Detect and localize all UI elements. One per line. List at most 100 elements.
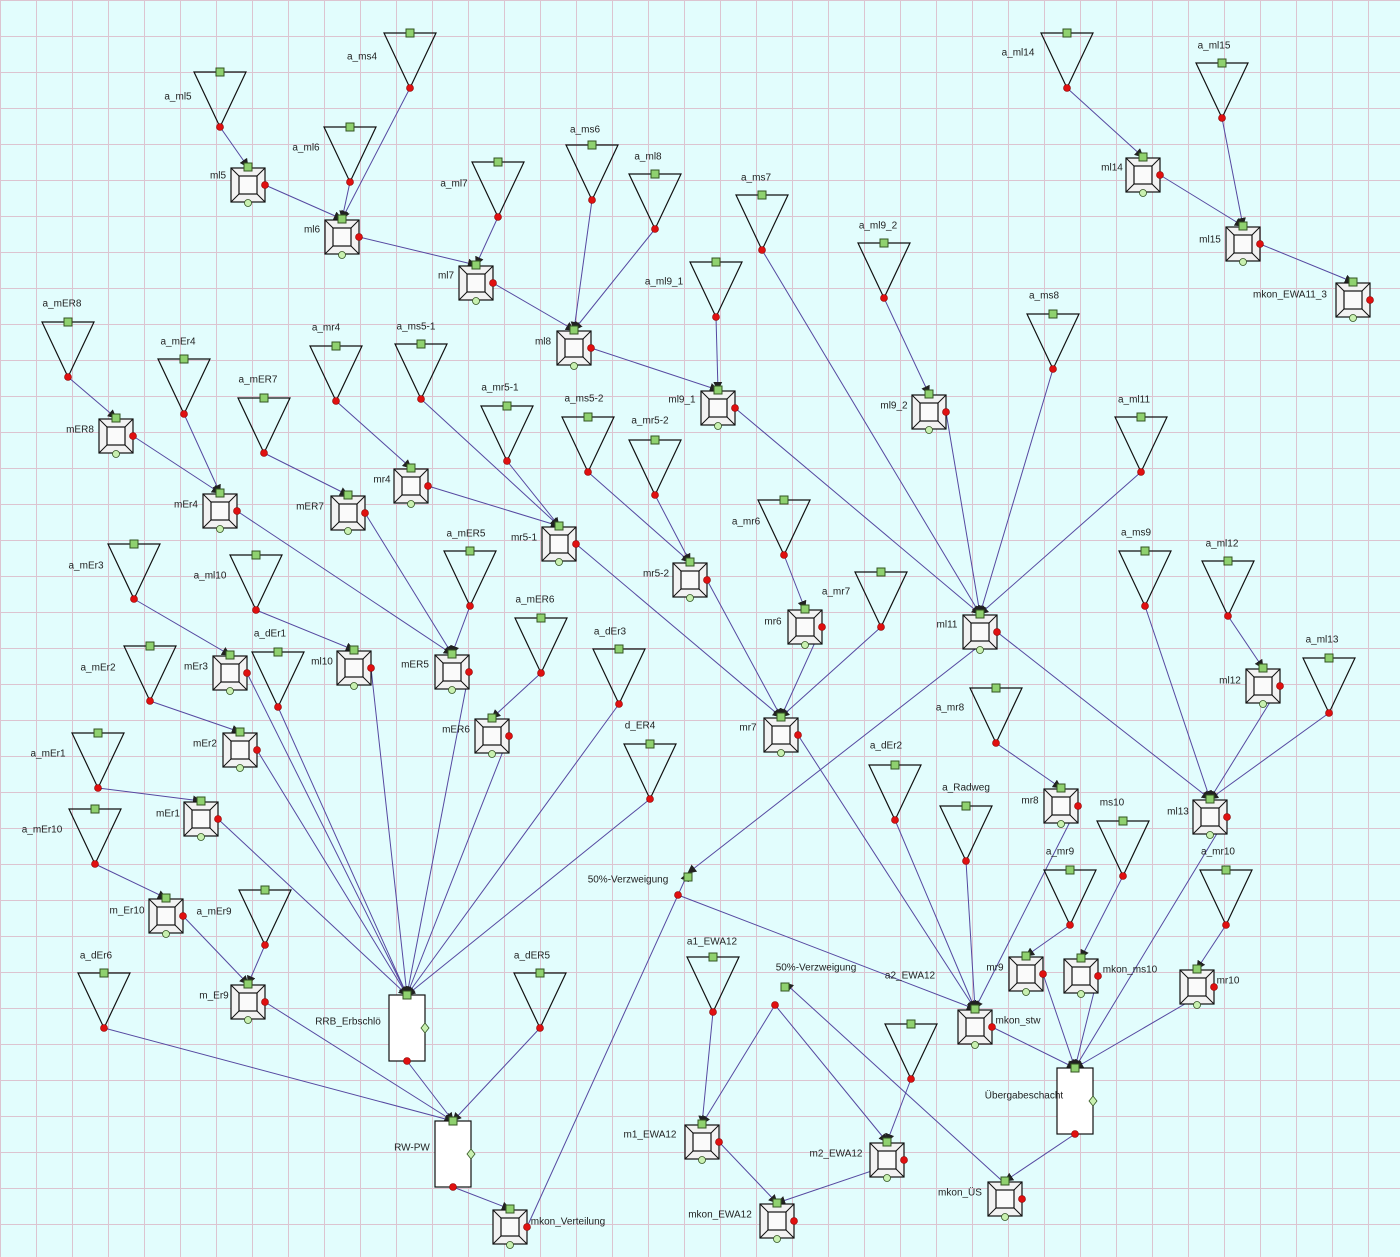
link	[590, 347, 719, 392]
link	[341, 87, 411, 220]
manhole: ml9_1	[668, 385, 739, 430]
manhole-inner	[238, 175, 258, 195]
manhole-corners	[987, 1181, 1023, 1217]
inlet	[882, 1137, 892, 1147]
outlet	[1119, 872, 1127, 880]
link	[97, 787, 202, 805]
triangle	[1199, 869, 1253, 927]
node-label: ml13	[1167, 807, 1189, 818]
outlet	[1039, 970, 1047, 978]
link	[183, 413, 221, 494]
inlet	[961, 801, 971, 811]
node-label: mER8	[66, 425, 94, 436]
manhole: ml12	[1219, 663, 1284, 708]
inlet	[145, 641, 155, 651]
manhole-inner	[220, 663, 240, 683]
manhole-corners	[474, 718, 510, 754]
manhole-corners	[684, 1124, 720, 1160]
outlet	[1156, 171, 1164, 179]
manhole-bottom	[883, 1174, 891, 1182]
outlet	[771, 1001, 779, 1009]
inlet	[406, 463, 416, 473]
link	[247, 944, 266, 985]
inlet	[650, 435, 660, 445]
link	[677, 894, 976, 1011]
link	[1025, 924, 1071, 957]
outlet	[615, 700, 623, 708]
storage: Übergabeschacht	[985, 1063, 1098, 1138]
link	[734, 407, 981, 615]
triangle	[123, 645, 177, 703]
outlet	[651, 491, 659, 499]
subcatchment: a_ml8	[628, 152, 682, 233]
link	[406, 798, 651, 996]
node-label: a_mr5-2	[631, 416, 669, 427]
outlet	[403, 1057, 411, 1065]
subcatchment: a_ml7	[440, 157, 525, 221]
link	[713, 316, 723, 391]
node-label: a_dEr6	[80, 951, 113, 962]
link	[406, 703, 620, 996]
outlet	[537, 669, 545, 677]
inlet	[645, 739, 655, 749]
manhole-bottom	[1259, 700, 1267, 708]
link	[1074, 816, 1228, 1069]
link	[698, 1011, 714, 1125]
link	[1159, 174, 1244, 227]
subcatchment: a2_EWA12	[884, 971, 938, 1083]
outlet	[1366, 296, 1374, 304]
inlet	[614, 644, 624, 654]
link	[996, 631, 1211, 800]
node-label: a_ms7	[741, 173, 771, 184]
manhole-bottom	[244, 1016, 252, 1024]
link	[264, 1001, 454, 1122]
manhole-corners	[230, 167, 266, 203]
manhole-inner	[106, 426, 126, 446]
inlet	[215, 67, 225, 77]
junction: 50%-Verzweigung	[588, 872, 693, 899]
manhole-inner	[1133, 165, 1153, 185]
outlet	[130, 595, 138, 603]
inlet	[800, 604, 810, 614]
link	[256, 749, 408, 996]
triangle	[68, 808, 122, 866]
inlet	[776, 712, 786, 722]
node-label: 50%-Verzweigung	[776, 963, 857, 974]
manhole: ml5	[210, 162, 269, 207]
subcatchment: a_ml14	[1002, 28, 1094, 92]
inlet	[331, 341, 341, 351]
triangle	[323, 126, 377, 184]
manhole-corners	[957, 1009, 993, 1045]
outlet	[214, 815, 222, 823]
node-label: mkon_stw	[995, 1016, 1041, 1027]
node-label: a_ml5	[164, 92, 192, 103]
triangle	[623, 743, 677, 801]
inlet	[991, 683, 1001, 693]
triangle	[561, 416, 615, 474]
manhole-corners	[148, 898, 184, 934]
node-label: ml12	[1219, 676, 1241, 687]
manhole-corners	[202, 493, 238, 529]
outlet	[712, 313, 720, 321]
link	[405, 735, 510, 996]
manhole-inner	[970, 622, 990, 642]
link	[945, 411, 984, 615]
inlet	[569, 325, 579, 335]
outlet	[877, 623, 885, 631]
manhole-corners	[911, 394, 947, 430]
manhole-corners	[492, 1209, 528, 1245]
manhole-corners	[324, 219, 360, 255]
triangle	[884, 1023, 938, 1081]
manhole-bottom	[448, 686, 456, 694]
manhole: mr7	[739, 712, 802, 757]
inlet	[779, 495, 789, 505]
node-label: ml9_2	[880, 401, 908, 412]
link	[1042, 973, 1077, 1069]
manhole-corners	[393, 468, 429, 504]
manhole-bottom	[344, 527, 352, 535]
edges	[67, 87, 1354, 1228]
outlet	[1071, 1130, 1079, 1138]
inlet	[697, 1119, 707, 1129]
link	[406, 1060, 454, 1122]
triangle	[628, 439, 682, 497]
